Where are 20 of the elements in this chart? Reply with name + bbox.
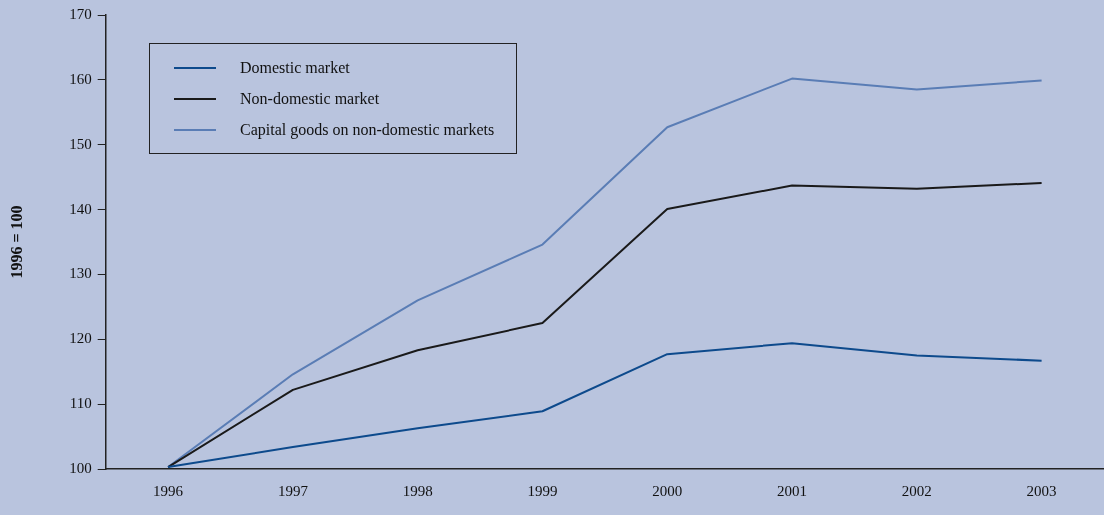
y-tick-label: 120: [69, 330, 92, 347]
x-tick-label: 1998: [402, 482, 433, 499]
y-tick-label: 140: [69, 200, 92, 217]
legend-label: Non-domestic market: [240, 89, 380, 109]
y-tick-label: 160: [69, 70, 92, 87]
x-tick-label: 2003: [1026, 482, 1057, 499]
x-tick-label: 1997: [277, 482, 309, 499]
y-tick-label: 100: [69, 459, 92, 476]
y-tick-label: 130: [69, 265, 92, 282]
x-tick-label: 2000: [652, 482, 683, 499]
y-tick-label: 170: [69, 5, 92, 22]
y-axis-title: 1996 = 100: [7, 205, 25, 279]
legend-label: Capital goods on non-domestic markets: [240, 120, 495, 141]
x-tick-label: 2001: [777, 482, 808, 499]
y-tick-label: 110: [69, 395, 92, 412]
y-tick-label: 150: [69, 135, 92, 152]
legend-label: Domestic market: [240, 58, 350, 78]
x-tick-label: 2002: [901, 482, 932, 499]
x-tick-label: 1999: [527, 482, 558, 499]
x-tick-label: 1996: [153, 482, 184, 499]
